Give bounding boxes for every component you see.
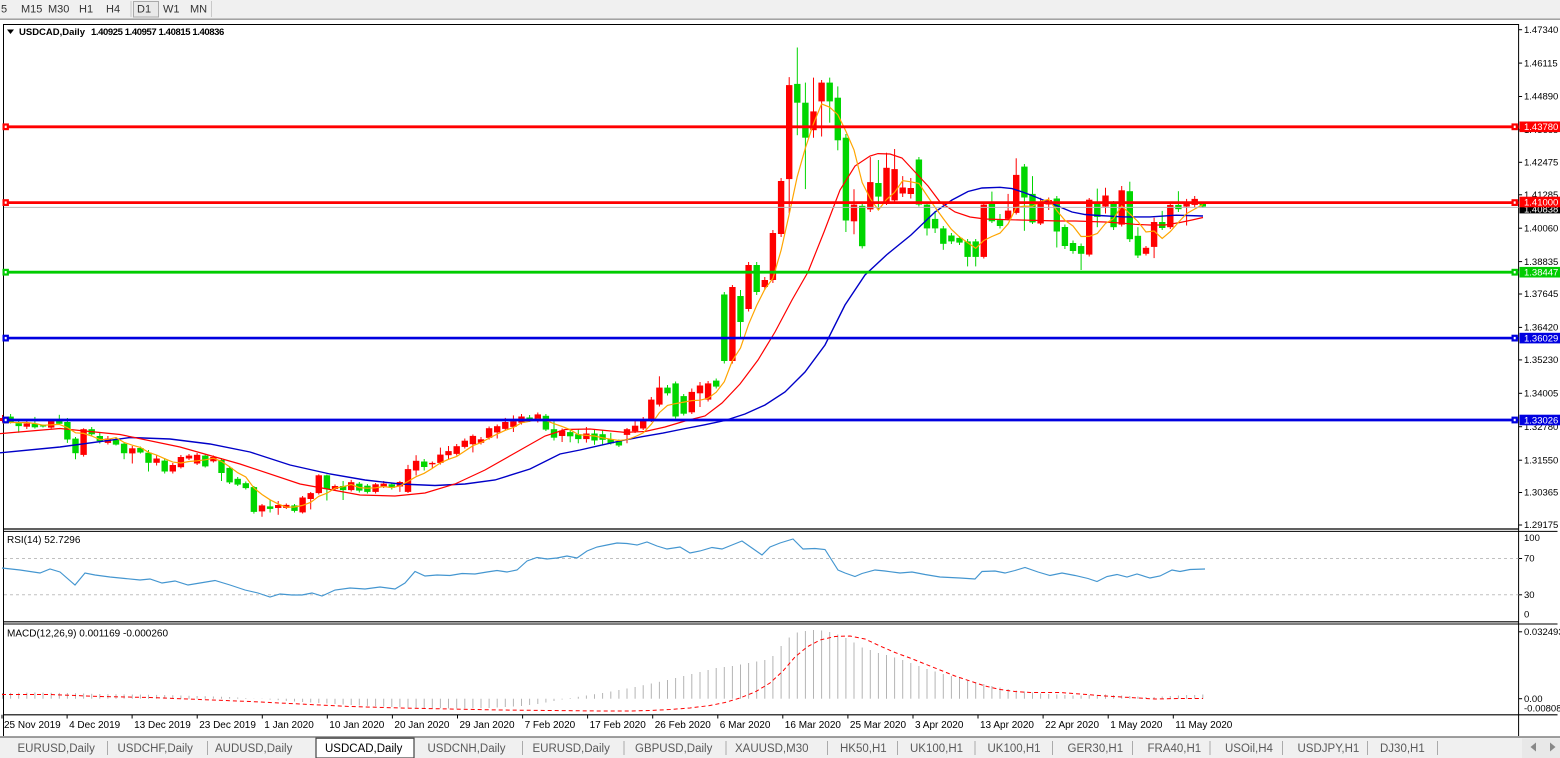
svg-text:5: 5 <box>1 4 7 16</box>
svg-text:1.42475: 1.42475 <box>1524 158 1558 169</box>
svg-text:1.34005: 1.34005 <box>1524 389 1558 400</box>
svg-text:1.46115: 1.46115 <box>1524 58 1558 69</box>
svg-text:1.35230: 1.35230 <box>1524 355 1558 366</box>
svg-text:17 Feb 2020: 17 Feb 2020 <box>590 720 647 731</box>
svg-text:DJ30,H1: DJ30,H1 <box>1380 743 1425 755</box>
svg-text:1.30365: 1.30365 <box>1524 488 1558 499</box>
svg-text:EURUSD,Daily: EURUSD,Daily <box>533 743 611 755</box>
svg-text:1 May 2020: 1 May 2020 <box>1110 720 1163 731</box>
svg-text:USDCAD,Daily: USDCAD,Daily <box>19 27 86 38</box>
svg-text:100: 100 <box>1524 533 1540 544</box>
svg-text:7 Feb 2020: 7 Feb 2020 <box>525 720 576 731</box>
svg-text:-0.008086: -0.008086 <box>1524 703 1560 714</box>
svg-text:1.38447: 1.38447 <box>1524 268 1558 279</box>
svg-text:0: 0 <box>1524 610 1529 621</box>
svg-text:4 Dec 2019: 4 Dec 2019 <box>69 720 121 731</box>
svg-text:HK50,H1: HK50,H1 <box>840 743 887 755</box>
svg-text:GER30,H1: GER30,H1 <box>1068 743 1124 755</box>
svg-text:22 Apr 2020: 22 Apr 2020 <box>1045 720 1099 731</box>
svg-text:EURUSD,Daily: EURUSD,Daily <box>18 743 96 755</box>
svg-text:0.00: 0.00 <box>1524 694 1543 705</box>
svg-text:USDCNH,Daily: USDCNH,Daily <box>428 743 506 755</box>
svg-text:1.38835: 1.38835 <box>1524 257 1558 268</box>
svg-text:1.40838: 1.40838 <box>1524 204 1558 215</box>
svg-text:USDJPY,H1: USDJPY,H1 <box>1298 743 1360 755</box>
svg-text:1.41285: 1.41285 <box>1524 190 1558 201</box>
svg-text:RSI(14) 52.7296: RSI(14) 52.7296 <box>7 535 81 546</box>
svg-text:1.41000: 1.41000 <box>1524 197 1558 208</box>
svg-text:UK100,H1: UK100,H1 <box>988 743 1041 755</box>
svg-text:1 Jan 2020: 1 Jan 2020 <box>264 720 314 731</box>
svg-text:25 Mar 2020: 25 Mar 2020 <box>850 720 907 731</box>
svg-text:26 Feb 2020: 26 Feb 2020 <box>655 720 712 731</box>
svg-text:USOil,H4: USOil,H4 <box>1225 743 1274 755</box>
svg-text:1.32780: 1.32780 <box>1524 422 1558 433</box>
svg-text:AUDUSD,Daily: AUDUSD,Daily <box>215 743 293 755</box>
svg-text:1.44890: 1.44890 <box>1524 92 1558 103</box>
svg-text:13 Apr 2020: 13 Apr 2020 <box>980 720 1034 731</box>
svg-text:M30: M30 <box>48 4 69 16</box>
svg-text:11 May 2020: 11 May 2020 <box>1175 720 1233 731</box>
svg-text:MACD(12,26,9) 0.001169 -0.0002: MACD(12,26,9) 0.001169 -0.000260 <box>7 629 168 640</box>
svg-text:1.40060: 1.40060 <box>1524 223 1558 234</box>
svg-text:H1: H1 <box>79 4 93 16</box>
svg-text:29 Jan 2020: 29 Jan 2020 <box>460 720 515 731</box>
svg-text:USDCAD,Daily: USDCAD,Daily <box>325 743 403 755</box>
svg-text:W1: W1 <box>163 4 180 16</box>
svg-text:1.47340: 1.47340 <box>1524 25 1558 36</box>
svg-text:GBPUSD,Daily: GBPUSD,Daily <box>635 743 713 755</box>
svg-text:MN: MN <box>190 4 207 16</box>
svg-text:1.29175: 1.29175 <box>1524 520 1558 531</box>
svg-text:1.40925 1.40957 1.40815 1.4083: 1.40925 1.40957 1.40815 1.40836 <box>91 27 224 38</box>
svg-text:30: 30 <box>1524 590 1535 601</box>
svg-text:1.36029: 1.36029 <box>1524 334 1558 345</box>
svg-text:13 Dec 2019: 13 Dec 2019 <box>134 720 191 731</box>
svg-text:10 Jan 2020: 10 Jan 2020 <box>329 720 384 731</box>
svg-text:23 Dec 2019: 23 Dec 2019 <box>199 720 256 731</box>
svg-text:1.31550: 1.31550 <box>1524 455 1558 466</box>
svg-text:70: 70 <box>1524 554 1535 565</box>
svg-text:H4: H4 <box>106 4 120 16</box>
svg-text:FRA40,H1: FRA40,H1 <box>1148 743 1202 755</box>
svg-text:UK100,H1: UK100,H1 <box>910 743 963 755</box>
svg-text:25 Nov 2019: 25 Nov 2019 <box>4 720 61 731</box>
svg-text:USDCHF,Daily: USDCHF,Daily <box>118 743 194 755</box>
svg-text:16 Mar 2020: 16 Mar 2020 <box>785 720 842 731</box>
svg-text:XAUUSD,M30: XAUUSD,M30 <box>735 743 809 755</box>
svg-text:3 Apr 2020: 3 Apr 2020 <box>915 720 964 731</box>
svg-text:1.37645: 1.37645 <box>1524 289 1558 300</box>
svg-text:0.032493: 0.032493 <box>1524 627 1560 638</box>
svg-text:6 Mar 2020: 6 Mar 2020 <box>720 720 771 731</box>
svg-text:M15: M15 <box>21 4 42 16</box>
svg-text:1.43780: 1.43780 <box>1524 122 1558 133</box>
svg-text:20 Jan 2020: 20 Jan 2020 <box>394 720 449 731</box>
svg-text:1.36420: 1.36420 <box>1524 323 1558 334</box>
svg-text:1.33026: 1.33026 <box>1524 415 1558 426</box>
svg-text:D1: D1 <box>137 4 151 16</box>
